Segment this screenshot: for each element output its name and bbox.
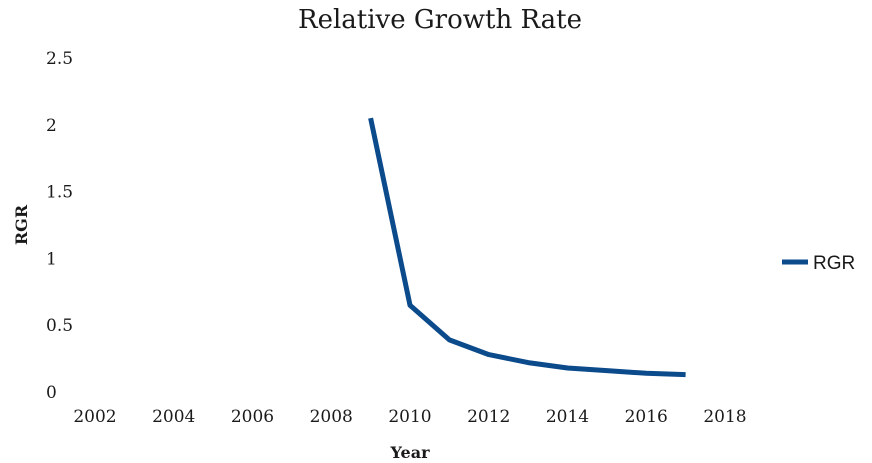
- x-tick-label: 2016: [625, 407, 668, 427]
- y-axis-label: RGR: [12, 204, 31, 245]
- x-tick-label: 2004: [152, 407, 195, 427]
- y-axis-ticks: 0 0.5 1 1.5 2 2.5: [46, 49, 73, 403]
- data-point: [408, 303, 413, 308]
- data-point: [368, 116, 373, 121]
- legend[interactable]: RGR: [782, 253, 855, 274]
- y-tick-label: 0: [46, 383, 57, 403]
- data-point: [604, 368, 609, 373]
- y-tick-label: 1: [46, 249, 57, 269]
- y-tick-label: 1.5: [46, 183, 73, 203]
- y-tick-label: 2: [46, 116, 57, 136]
- legend-label-rgr: RGR: [813, 253, 855, 274]
- y-tick-label: 0.5: [46, 316, 73, 336]
- x-tick-label: 2012: [467, 407, 510, 427]
- chart-title: Relative Growth Rate: [298, 5, 582, 35]
- data-point: [486, 352, 491, 357]
- series-layer: [368, 116, 688, 378]
- x-axis-label: Year: [389, 443, 430, 462]
- x-tick-label: 2014: [546, 407, 589, 427]
- x-tick-label: 2006: [231, 407, 274, 427]
- x-tick-label: 2008: [310, 407, 353, 427]
- data-point: [447, 337, 452, 342]
- data-point: [565, 365, 570, 370]
- series-line-rgr: [368, 117, 686, 378]
- x-tick-label: 2002: [73, 407, 116, 427]
- data-point: [644, 371, 649, 376]
- x-axis-ticks: 2002 2004 2006 2008 2010 2012 2014 2016 2018: [73, 407, 746, 427]
- data-point: [683, 372, 688, 377]
- x-tick-label: 2018: [703, 407, 746, 427]
- y-tick-label: 2.5: [46, 49, 73, 69]
- x-tick-label: 2010: [388, 407, 431, 427]
- data-point: [526, 360, 531, 365]
